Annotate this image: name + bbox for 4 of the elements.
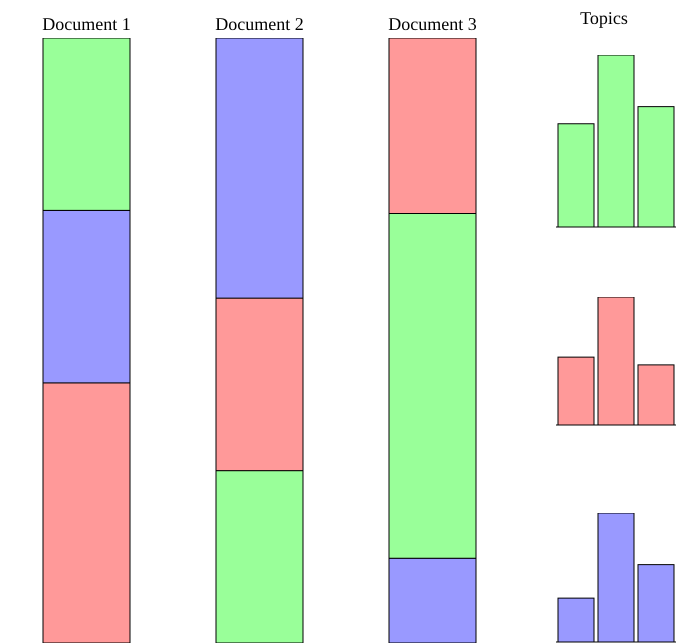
x-tick-label: Document 1	[42, 14, 131, 34]
x-tick-label: Document 2	[215, 14, 304, 34]
x-tick-label: Document 3	[388, 14, 477, 34]
chart-title: Topics	[579, 7, 629, 30]
